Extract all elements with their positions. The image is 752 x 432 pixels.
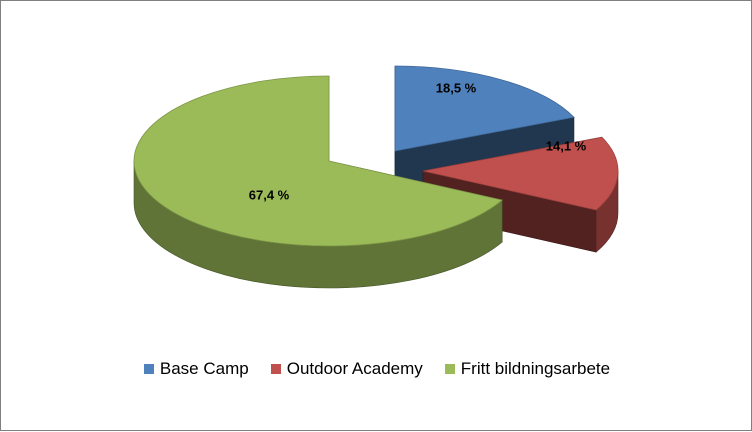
legend-label: Outdoor Academy [286,359,423,378]
data-label: 14,1 % [546,138,587,153]
pie-tops [133,65,619,247]
legend-item: Base Camp [143,359,249,379]
data-label: 18,5 % [436,80,477,95]
data-label: 67,4 % [249,187,290,202]
legend-item: Outdoor Academy [270,359,423,379]
legend-swatch [143,364,154,374]
legend-item: Fritt bildningsarbete [444,359,611,379]
legend-swatch [444,364,455,374]
pie-slice-outdoor-academy [422,136,619,211]
pie-slice-base-camp [394,65,575,152]
legend-label: Base Camp [159,359,249,378]
legend-label: Fritt bildningsarbete [460,359,611,378]
legend-swatch [270,364,281,374]
chart-legend: Base Camp Outdoor Academy Fritt bildningsa… [1,359,752,379]
pie-slice-fritt-bildningsarbete [133,75,504,247]
